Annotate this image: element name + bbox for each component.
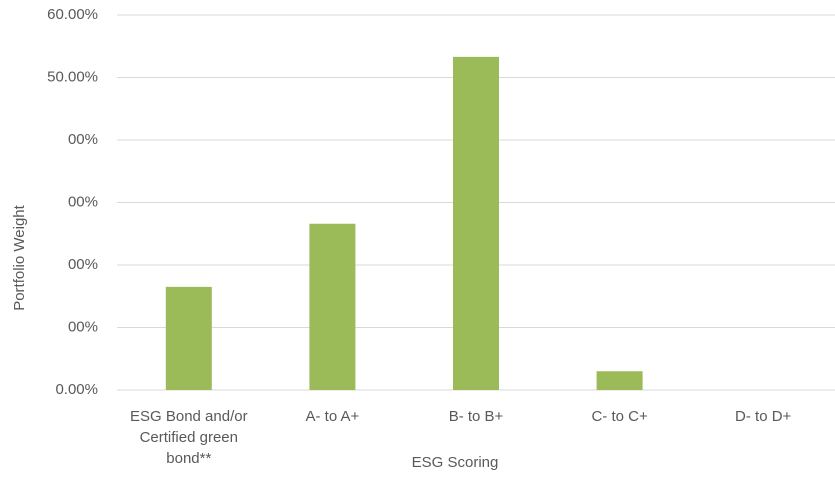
y-tick-label: 00%: [68, 256, 98, 273]
bar: [165, 286, 212, 390]
bar: [309, 223, 356, 390]
x-tick-label: D- to D+: [735, 408, 792, 425]
x-tick-label: C- to C+: [591, 408, 648, 425]
x-axis-title: ESG Scoring: [412, 454, 499, 471]
bar: [596, 371, 643, 390]
y-tick-label: 50.00%: [47, 68, 98, 85]
y-tick-label: 0.00%: [55, 381, 98, 398]
x-tick-label: B- to B+: [448, 408, 504, 425]
y-tick-label: 00%: [68, 131, 98, 148]
x-tick-label: A- to A+: [305, 408, 360, 425]
x-tick-label: ESG Bond and/or Certified green bond**: [130, 408, 248, 467]
y-tick-label: 60.00%: [47, 6, 98, 23]
y-axis-title: Portfolio Weight: [11, 204, 28, 310]
y-tick-label: 00%: [68, 318, 98, 335]
y-tick-label: 00%: [68, 193, 98, 210]
bar: [453, 56, 499, 390]
